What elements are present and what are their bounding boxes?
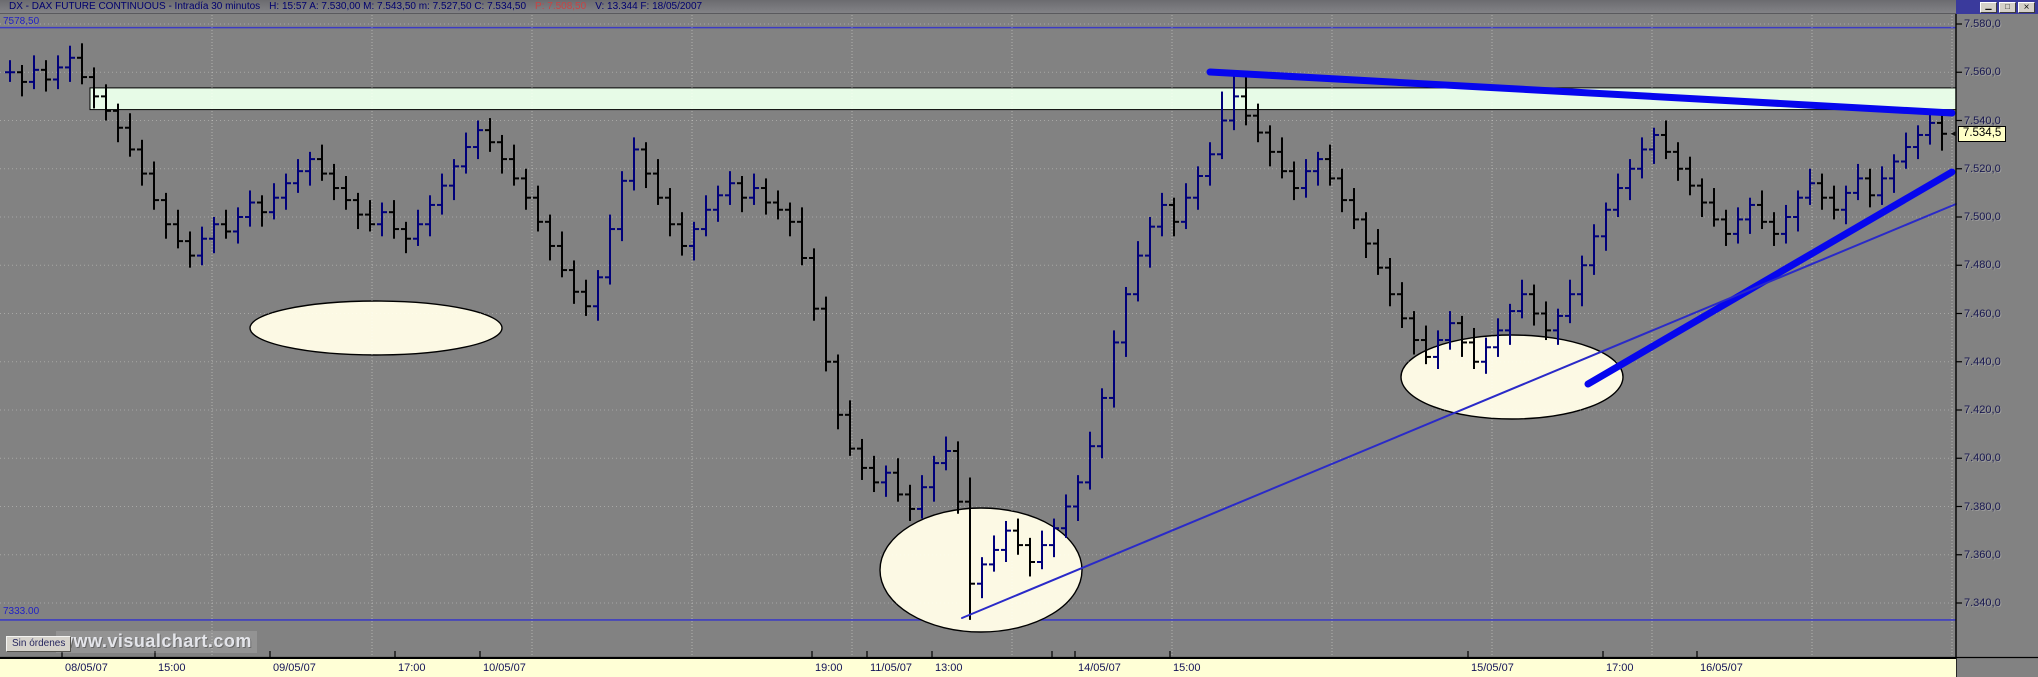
price-arrow-icon: ◄ <box>1949 129 1957 139</box>
instrument-title: DX - DAX FUTURE CONTINUOUS - Intradía 30… <box>9 1 261 12</box>
time-tick-label: 17:00 <box>1606 662 1634 674</box>
time-tick-label: 15:00 <box>1173 662 1201 674</box>
price-axis[interactable]: 7.580,0 7.560,0 7.540,0 7.520,0 7.500,0 7.480… <box>1956 14 2038 657</box>
last-price-marker: ◄ 7.534,5 <box>1949 125 2007 142</box>
chart-plot-area[interactable] <box>0 14 1956 657</box>
time-tick-label: 09/05/07 <box>273 662 316 674</box>
time-tick-label: 19:00 <box>815 662 843 674</box>
time-tick-label: 10/05/07 <box>483 662 526 674</box>
price-tick-label: 7.560,0 <box>1964 66 2001 79</box>
time-tick-label: 17:00 <box>398 662 426 674</box>
time-tick-label: 16/05/07 <box>1700 662 1743 674</box>
no-orders-button[interactable]: Sin órdenes <box>6 636 72 652</box>
time-tick-label: 11/05/07 <box>870 662 913 674</box>
minimize-icon[interactable]: ▁ <box>1980 1 1997 13</box>
time-tick-label: 15:00 <box>158 662 186 674</box>
price-tick-label: 7.500,0 <box>1964 211 2001 223</box>
upper-level-label: 7578,50 <box>3 15 40 27</box>
price-tick-label: 7.380,0 <box>1964 500 2001 513</box>
close-icon[interactable]: × <box>2018 1 2035 13</box>
last-price-value: 7.534,5 <box>1957 125 2007 142</box>
price-tick-label: 7.440,0 <box>1964 355 2001 368</box>
window-titlebar: DX - DAX FUTURE CONTINUOUS - Intradía 30… <box>0 0 2038 14</box>
restore-icon[interactable]: □ <box>1999 1 2016 13</box>
window-controls: ▁ □ × <box>1956 0 2038 14</box>
price-tick-label: 7.580,0 <box>1964 18 2001 30</box>
price-tick-label: 7.400,0 <box>1964 452 2001 465</box>
previous-close-value: P: 7.508,50 <box>535 1 587 12</box>
price-tick-label: 7.360,0 <box>1964 548 2001 561</box>
price-tick-label: 7.520,0 <box>1964 162 2001 175</box>
time-tick-label: 14/05/07 <box>1078 662 1121 674</box>
session-stats: H: 15:57 A: 7.530,00 M: 7.543,50 m: 7.52… <box>269 1 527 12</box>
price-tick-label: 7.540,0 <box>1964 114 2001 127</box>
price-tick-label: 7.480,0 <box>1964 259 2001 272</box>
price-tick-label: 7.460,0 <box>1964 307 2001 320</box>
lower-level-label: 7333.00 <box>3 605 40 617</box>
time-tick-label: 15/05/07 <box>1471 662 1514 674</box>
time-tick-label: 13:00 <box>935 662 963 674</box>
visualchart-watermark: www.visualchart.com <box>56 631 257 653</box>
volume-date-stats: V: 13.344 F: 18/05/2007 <box>595 1 703 12</box>
time-axis[interactable]: 08/05/07 15:00 09/05/07 17:00 10/05/07 19:00 1… <box>0 658 1956 677</box>
price-tick-label: 7.340,0 <box>1964 597 2001 609</box>
time-tick-label: 08/05/07 <box>65 662 108 674</box>
price-tick-label: 7.420,0 <box>1964 404 2001 416</box>
